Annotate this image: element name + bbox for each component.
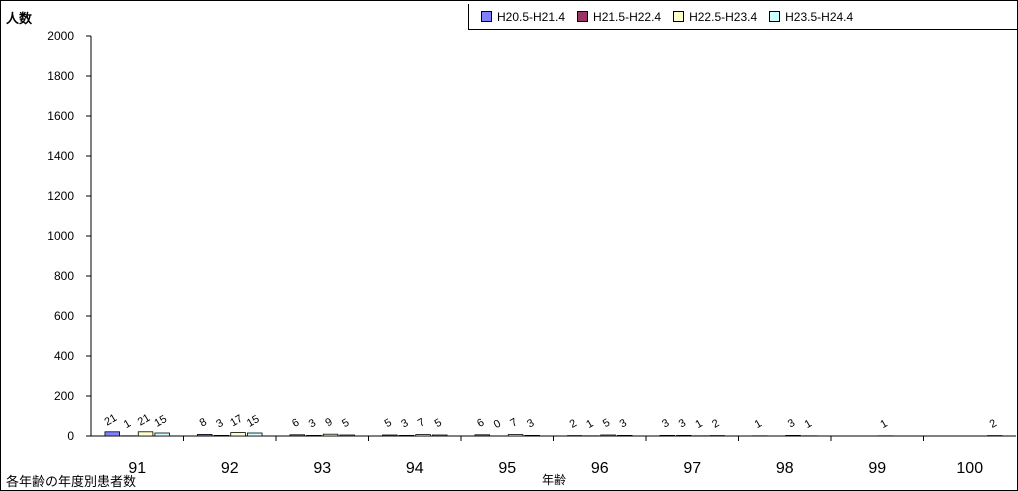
bar xyxy=(676,434,692,437)
data-label: 1 xyxy=(693,417,704,430)
data-label: 2 xyxy=(988,417,999,430)
bar xyxy=(785,434,801,437)
y-tick-label: 1600 xyxy=(47,109,74,123)
bar xyxy=(524,434,540,437)
x-tick-label: 92 xyxy=(221,460,239,477)
bar xyxy=(339,434,355,437)
bar xyxy=(382,434,398,437)
bar xyxy=(289,434,306,437)
bar xyxy=(246,432,263,437)
legend-label: H23.5-H24.4 xyxy=(785,9,854,24)
y-tick-label: 1000 xyxy=(47,229,74,243)
y-tick-label: 2000 xyxy=(47,29,74,43)
data-label: 3 xyxy=(214,417,225,430)
x-tick-label: 99 xyxy=(868,460,886,477)
data-label: 6 xyxy=(290,416,301,429)
legend-item: H22.5-H23.4 xyxy=(673,10,757,24)
data-label: 5 xyxy=(601,417,612,430)
data-label: 15 xyxy=(152,413,169,430)
y-axis-label: 人数 xyxy=(6,11,33,26)
data-label: 5 xyxy=(383,417,394,430)
data-label: 0 xyxy=(492,418,503,431)
legend-item: H21.5-H22.4 xyxy=(577,10,661,24)
legend-item: H20.5-H21.4 xyxy=(481,10,565,24)
data-label: 9 xyxy=(323,416,334,429)
bar xyxy=(474,434,491,437)
data-label: 1 xyxy=(753,417,764,430)
x-tick-label: 94 xyxy=(406,460,424,477)
bar xyxy=(659,434,676,437)
legend-item: H23.5-H24.4 xyxy=(769,10,853,24)
y-tick-label: 1400 xyxy=(47,149,74,163)
bar xyxy=(306,434,322,437)
legend-label: H20.5-H21.4 xyxy=(497,9,566,24)
bar xyxy=(104,431,120,437)
data-label: 2 xyxy=(710,417,721,430)
legend-swatch xyxy=(769,11,781,22)
bar xyxy=(322,433,339,437)
bar xyxy=(617,434,633,437)
chart-caption: 各年齢の年度別患者数 xyxy=(6,474,137,489)
data-label: 1 xyxy=(878,417,889,430)
data-label: 3 xyxy=(618,417,629,430)
bar xyxy=(431,434,448,437)
data-label: 6 xyxy=(475,416,486,429)
y-tick-label: 400 xyxy=(54,349,74,363)
x-tick-label: 93 xyxy=(313,460,331,477)
legend-swatch xyxy=(673,11,685,22)
y-tick-label: 800 xyxy=(54,269,74,283)
data-label: 2 xyxy=(568,417,579,430)
legend-swatch xyxy=(481,11,492,22)
x-axis-label: 年齢 xyxy=(542,473,567,487)
data-label: 21 xyxy=(102,412,119,429)
bar xyxy=(398,434,415,437)
x-tick-label: 100 xyxy=(956,460,983,477)
x-tick-label: 97 xyxy=(683,460,701,477)
bar xyxy=(154,432,170,437)
bar xyxy=(213,434,230,437)
x-tick-label: 91 xyxy=(128,460,146,477)
legend-label: H22.5-H23.4 xyxy=(689,9,758,24)
bar xyxy=(230,432,246,437)
data-label: 7 xyxy=(416,416,427,429)
bar xyxy=(415,434,431,437)
bar xyxy=(137,431,154,437)
data-label: 17 xyxy=(228,413,245,430)
y-tick-label: 0 xyxy=(67,429,74,443)
data-label: 5 xyxy=(340,417,351,430)
y-tick-label: 200 xyxy=(54,389,74,403)
legend-label: H21.5-H22.4 xyxy=(593,9,662,24)
legend-swatch xyxy=(577,11,589,22)
data-label: 5 xyxy=(433,417,444,430)
data-label: 15 xyxy=(245,413,262,430)
data-label: 3 xyxy=(677,417,688,430)
bar xyxy=(600,434,616,437)
data-label: 21 xyxy=(136,412,153,429)
y-tick-label: 1200 xyxy=(47,189,74,203)
data-label: 3 xyxy=(525,417,536,430)
x-tick-label: 98 xyxy=(776,460,794,477)
data-label: 7 xyxy=(508,416,519,429)
legend: H20.5-H21.4 H21.5-H22.4 H22.5-H23.4 H23.… xyxy=(468,4,1017,30)
data-label: 1 xyxy=(803,417,814,430)
y-tick-label: 1800 xyxy=(47,69,74,83)
data-label: 3 xyxy=(660,417,671,430)
data-label: 3 xyxy=(786,417,797,430)
data-label: 3 xyxy=(307,417,318,430)
y-tick-label: 600 xyxy=(54,309,74,323)
bar xyxy=(197,433,213,437)
data-label: 1 xyxy=(584,417,595,430)
data-label: 3 xyxy=(399,417,410,430)
data-label: 8 xyxy=(198,416,209,429)
x-tick-label: 95 xyxy=(498,460,516,477)
data-label: 1 xyxy=(122,417,133,430)
bar xyxy=(507,434,524,437)
x-tick-label: 96 xyxy=(591,460,609,477)
